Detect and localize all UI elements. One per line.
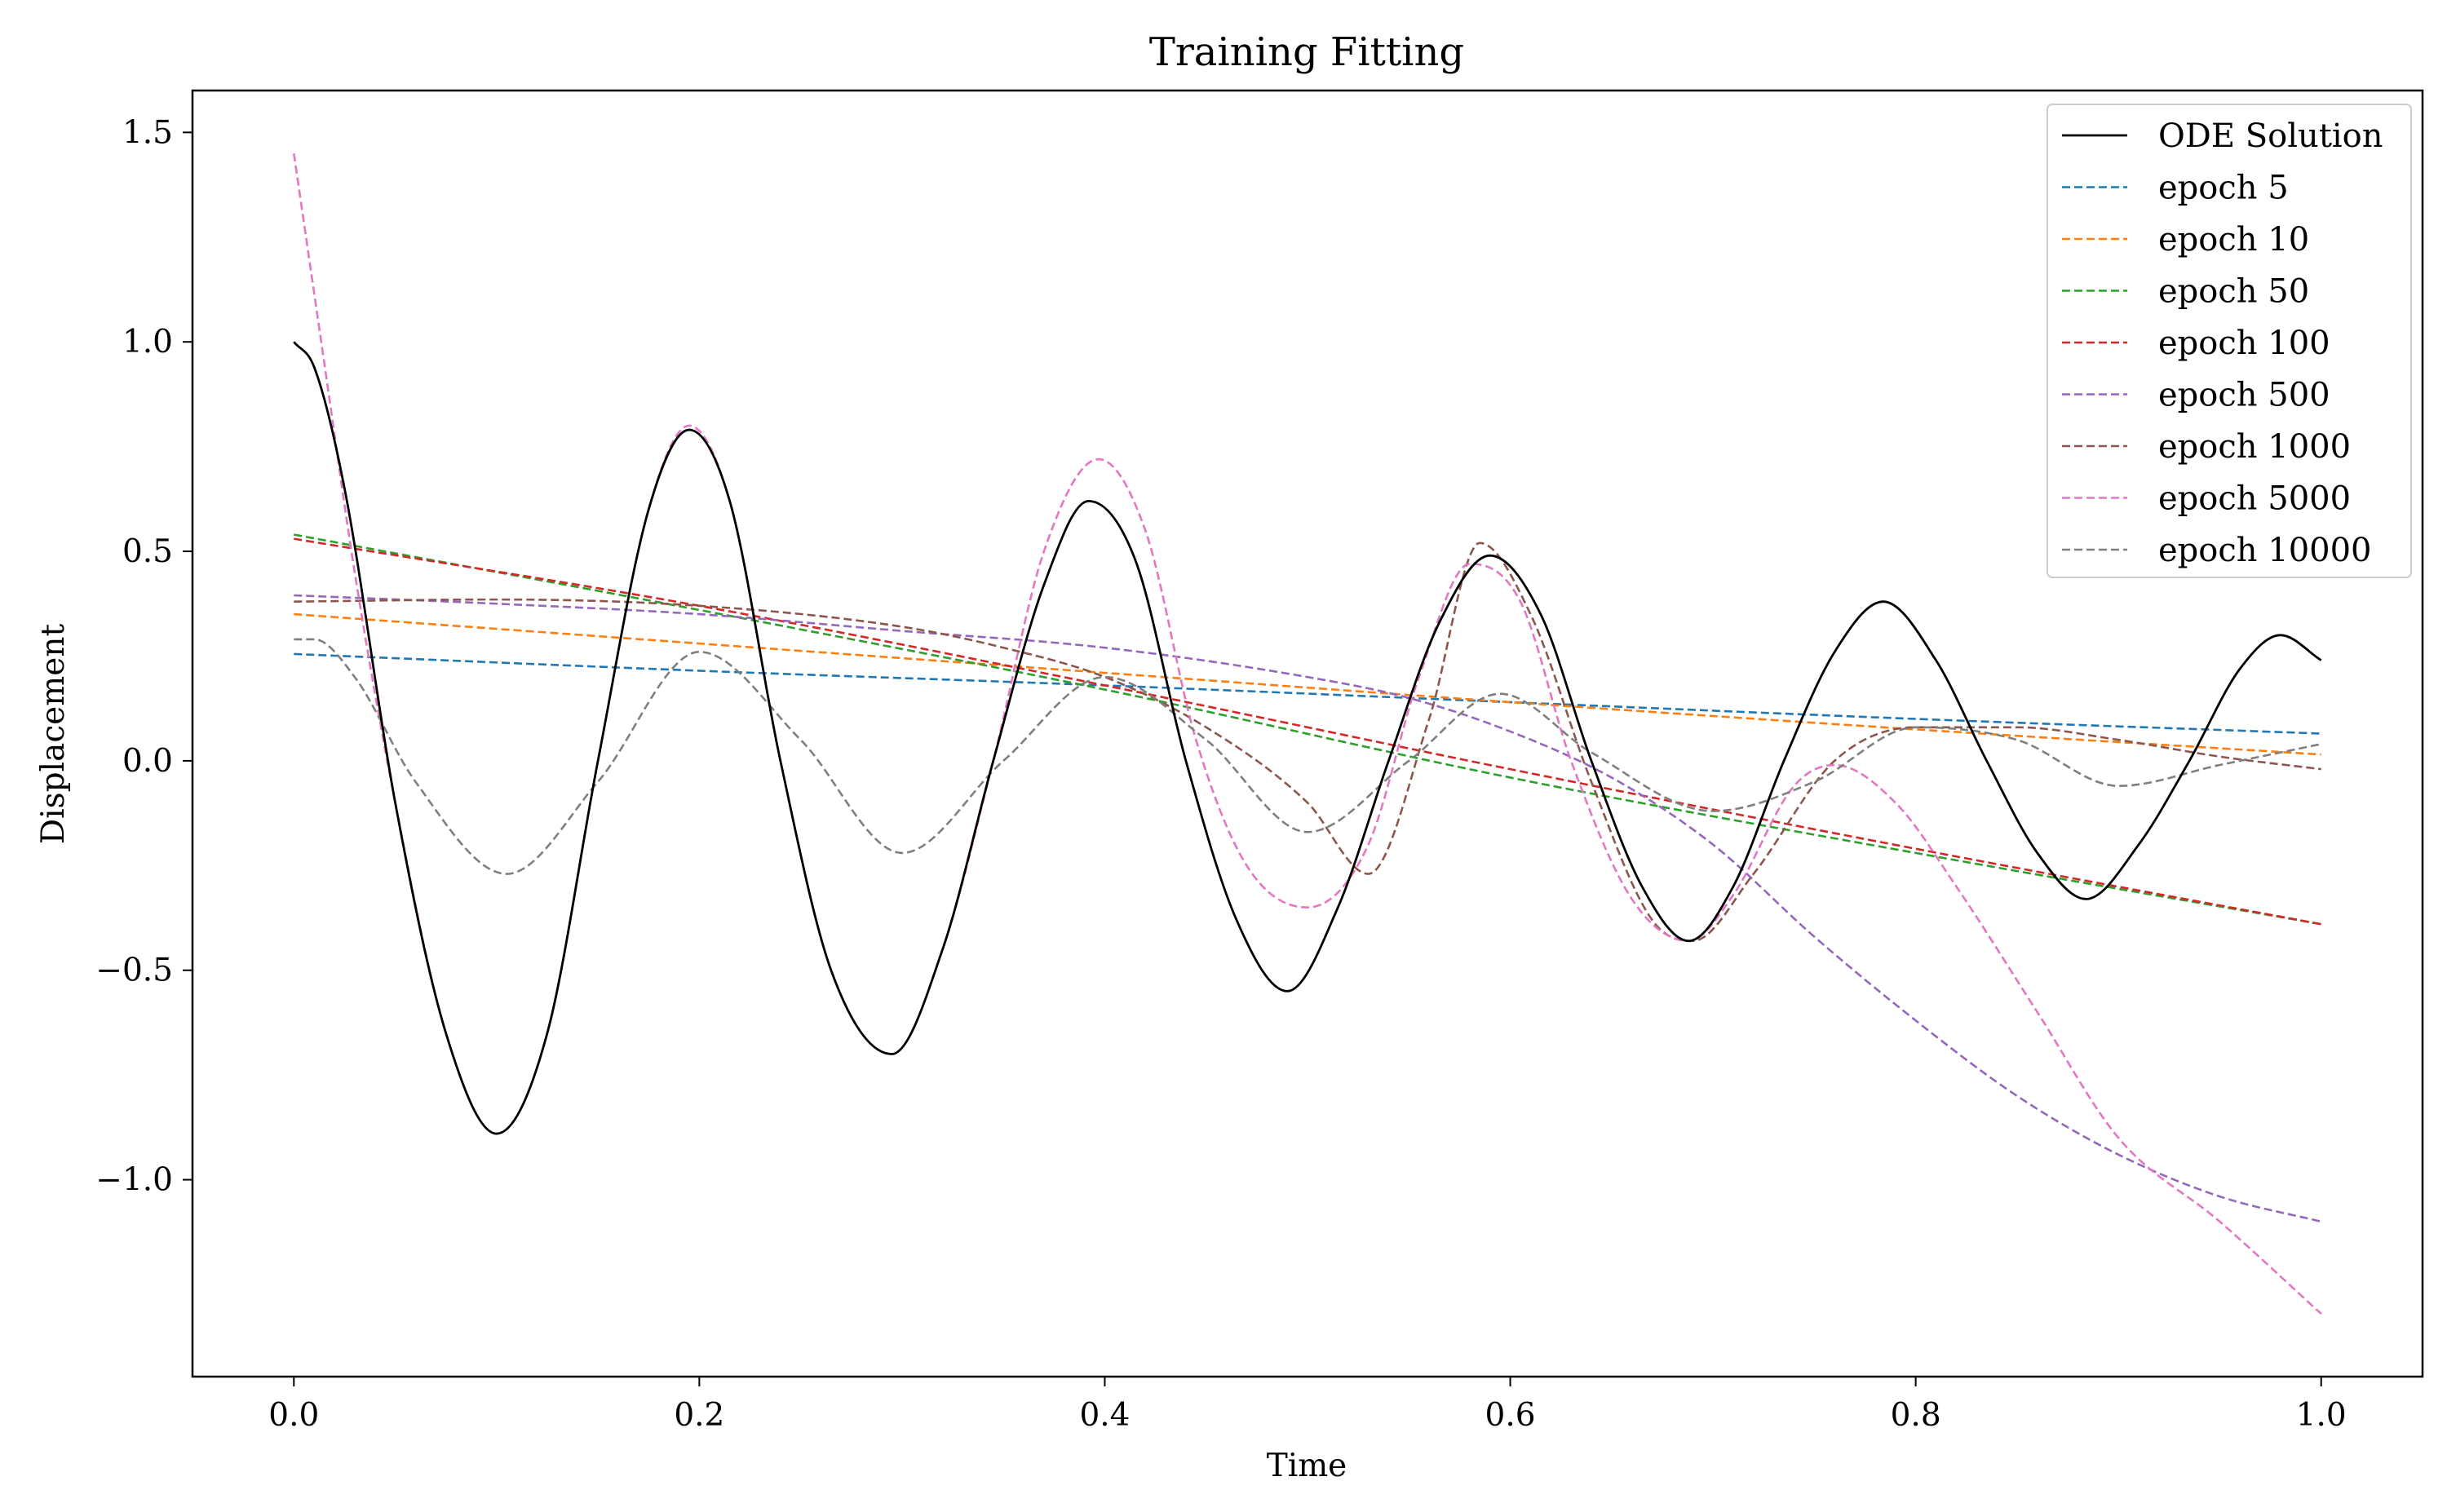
axes-frame <box>191 89 2424 1378</box>
x-tick-label: 0.2 <box>674 1397 724 1434</box>
x-tick-label: 0.6 <box>1485 1397 1536 1434</box>
legend-label: epoch 100 <box>2158 325 2330 362</box>
chart-title: Training Fitting <box>1149 29 1464 75</box>
x-axis-label: Time <box>1267 1448 1347 1484</box>
y-tick-label: −0.5 <box>95 953 173 989</box>
x-tick-label: 1.0 <box>2296 1397 2347 1434</box>
legend-label: epoch 5 <box>2158 170 2289 207</box>
series-line-epoch-50 <box>294 533 2321 926</box>
legend-label: epoch 500 <box>2158 377 2330 414</box>
y-axis: −1.0 −0.5 0.0 0.5 1.0 1.5 <box>95 114 192 1199</box>
y-tick-label: −1.0 <box>95 1162 173 1199</box>
legend: ODE Solution epoch 5 epoch 10 epoch 50 epoch… <box>2047 104 2412 578</box>
series-line-epoch-100 <box>294 537 2321 926</box>
y-tick-label: 0.0 <box>122 743 173 780</box>
legend-frame <box>2047 104 2412 578</box>
series-line-epoch-5 <box>294 652 2321 735</box>
legend-label: epoch 10 <box>2158 221 2309 259</box>
x-tick-label: 0.8 <box>1891 1397 1941 1434</box>
y-tick-label: 0.5 <box>122 533 173 570</box>
series-line-epoch-10000 <box>294 638 2321 875</box>
series-line-epoch-500 <box>294 594 2322 1223</box>
x-axis: 0.0 0.2 0.4 0.6 0.8 1.0 <box>268 1377 2347 1434</box>
y-tick-label: 1.5 <box>122 114 173 151</box>
x-tick-label: 0.4 <box>1079 1397 1130 1434</box>
x-tick-label: 0.0 <box>268 1397 319 1434</box>
legend-label: epoch 50 <box>2158 273 2309 311</box>
plot-area <box>191 89 2424 1378</box>
legend-label: epoch 5000 <box>2158 480 2351 518</box>
legend-label: epoch 10000 <box>2158 532 2371 569</box>
y-axis-label: Displacement <box>35 624 72 845</box>
series-group <box>292 153 2322 1315</box>
legend-label: epoch 1000 <box>2158 428 2351 466</box>
series-line-ode-solution <box>293 341 2322 1135</box>
series-line-epoch-10 <box>294 612 2321 756</box>
y-tick-label: 1.0 <box>122 324 173 360</box>
legend-label: ODE Solution <box>2158 117 2383 155</box>
